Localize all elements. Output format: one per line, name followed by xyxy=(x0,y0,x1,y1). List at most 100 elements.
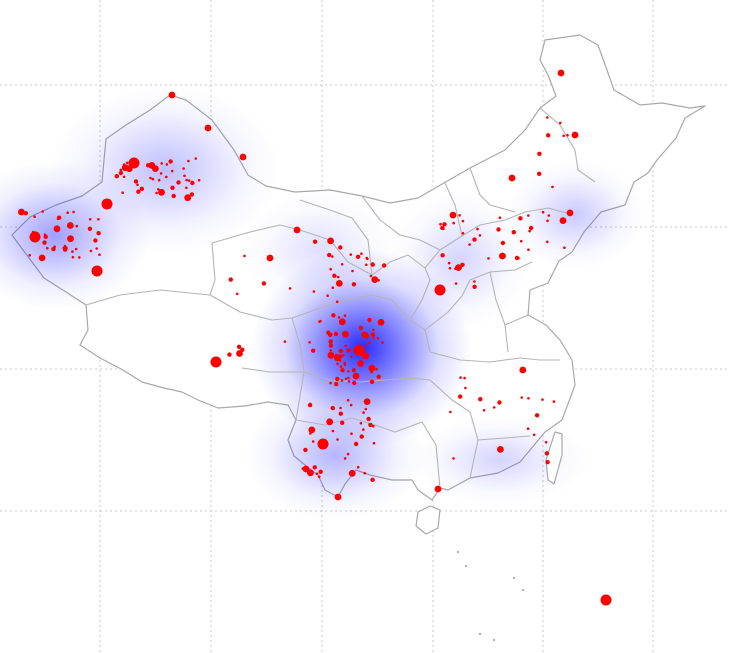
point-marker xyxy=(464,386,467,390)
point-marker xyxy=(537,151,542,156)
point-marker xyxy=(547,214,551,217)
point-marker xyxy=(541,210,545,214)
sea-island xyxy=(465,565,467,567)
point-marker xyxy=(190,180,195,186)
point-marker xyxy=(72,210,75,214)
province-border xyxy=(299,199,373,276)
point-marker xyxy=(551,185,554,189)
point-marker xyxy=(210,356,222,368)
point-marker xyxy=(370,332,376,337)
point-marker xyxy=(101,198,113,210)
point-marker xyxy=(334,493,342,501)
point-marker xyxy=(514,255,520,261)
province-borders xyxy=(85,107,596,641)
point-marker xyxy=(349,253,353,256)
point-marker xyxy=(243,254,246,258)
point-marker xyxy=(228,277,233,282)
point-marker xyxy=(302,465,310,473)
point-marker xyxy=(176,180,181,185)
point-marker xyxy=(544,440,548,444)
point-marker xyxy=(43,234,48,239)
point-marker xyxy=(168,159,173,164)
point-marker xyxy=(266,254,274,262)
point-marker xyxy=(66,222,74,229)
point-marker xyxy=(42,240,47,245)
point-marker xyxy=(344,377,348,381)
point-marker xyxy=(381,263,387,268)
point-marker xyxy=(496,227,501,232)
point-marker xyxy=(139,186,144,191)
point-marker xyxy=(372,328,375,332)
point-marker xyxy=(356,465,360,469)
province-border xyxy=(409,267,431,321)
point-marker xyxy=(528,225,534,231)
point-marker xyxy=(93,238,98,243)
sea-island xyxy=(522,589,524,591)
point-marker xyxy=(329,267,333,271)
point-marker xyxy=(331,286,335,290)
point-marker xyxy=(78,256,81,259)
point-marker xyxy=(472,284,477,289)
point-marker xyxy=(158,188,165,196)
point-marker xyxy=(365,343,369,346)
point-marker xyxy=(347,380,351,383)
point-marker xyxy=(375,367,378,371)
point-marker xyxy=(197,178,201,182)
point-marker xyxy=(362,428,365,431)
point-marker xyxy=(350,355,353,359)
point-marker xyxy=(67,235,74,243)
point-marker xyxy=(566,133,569,137)
point-marker xyxy=(499,252,506,260)
point-marker xyxy=(492,406,496,409)
point-marker xyxy=(307,469,314,477)
point-marker xyxy=(148,162,156,169)
point-marker xyxy=(478,234,482,237)
point-marker xyxy=(38,254,46,262)
point-marker xyxy=(149,176,152,180)
heat-cluster-xinjiang-north xyxy=(50,85,280,255)
point-marker xyxy=(318,320,321,324)
point-marker xyxy=(88,218,92,221)
point-marker xyxy=(303,447,308,453)
point-marker xyxy=(518,216,523,221)
point-marker xyxy=(526,427,530,431)
point-marker xyxy=(312,290,316,293)
point-marker xyxy=(371,276,379,283)
point-marker xyxy=(600,594,612,606)
point-marker xyxy=(41,210,44,213)
point-marker xyxy=(335,280,343,287)
point-marker xyxy=(472,237,477,242)
point-marker xyxy=(559,121,562,125)
point-marker xyxy=(168,91,176,99)
point-marker xyxy=(563,246,566,249)
point-marker xyxy=(293,226,301,234)
point-marker xyxy=(185,178,188,182)
point-marker xyxy=(308,341,311,344)
point-marker xyxy=(332,273,337,278)
heat-cluster-south-coast xyxy=(410,415,590,505)
density-heatmap xyxy=(0,85,645,520)
point-marker xyxy=(372,441,376,445)
point-marker xyxy=(368,341,372,344)
province-border xyxy=(444,182,463,237)
point-marker xyxy=(288,287,292,290)
province-border xyxy=(539,107,596,183)
point-marker xyxy=(372,424,375,428)
point-marker xyxy=(562,134,565,138)
point-marker xyxy=(125,161,129,165)
point-marker xyxy=(347,370,350,373)
point-marker xyxy=(362,352,370,360)
point-marker xyxy=(97,218,100,221)
point-marker xyxy=(452,457,455,460)
point-marker xyxy=(261,281,267,286)
point-marker xyxy=(118,170,124,176)
province-border xyxy=(295,417,423,433)
point-marker xyxy=(478,397,483,402)
sea-island xyxy=(479,633,481,635)
point-marker xyxy=(559,217,567,225)
point-marker xyxy=(463,376,466,380)
point-marker xyxy=(189,192,195,197)
point-marker xyxy=(333,354,341,362)
sea-island xyxy=(457,551,459,553)
